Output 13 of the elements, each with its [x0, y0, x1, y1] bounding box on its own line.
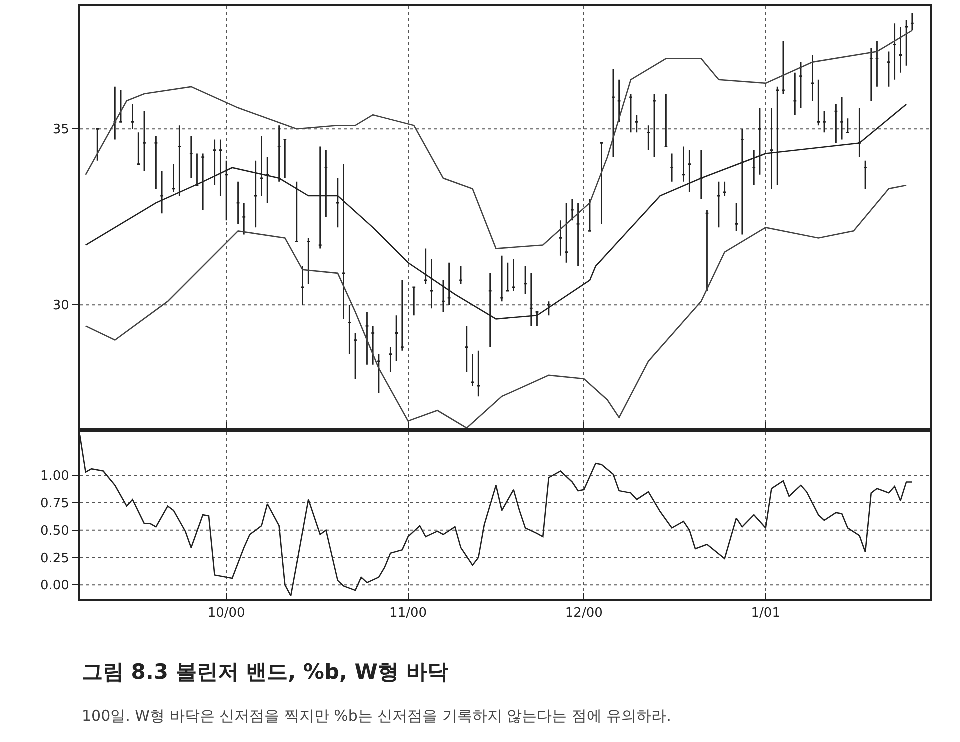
y-tick-label: 30: [52, 298, 70, 314]
y-tick-label: 1.00: [40, 469, 70, 484]
x-tick-label: 1/01: [751, 606, 780, 621]
y-tick-label: 0.25: [40, 551, 70, 566]
text: 그림 8.3 볼린저 밴드, %b, W형 바닥: [82, 660, 448, 684]
y-tick-label: 0.00: [40, 578, 70, 594]
x-tick-label: 11/00: [390, 606, 428, 621]
y-tick-label: 0.75: [40, 496, 70, 512]
y-tick-label: 35: [52, 122, 70, 138]
x-tick-label: 12/00: [565, 606, 603, 621]
y-tick-label: 0.50: [40, 524, 70, 539]
x-tick-label: 10/00: [208, 606, 246, 621]
text: 100일. W형 바닥은 신저점을 찍지만 %b는 신저점을 기록하지 않는다는 점에 유의하라.: [82, 707, 672, 725]
